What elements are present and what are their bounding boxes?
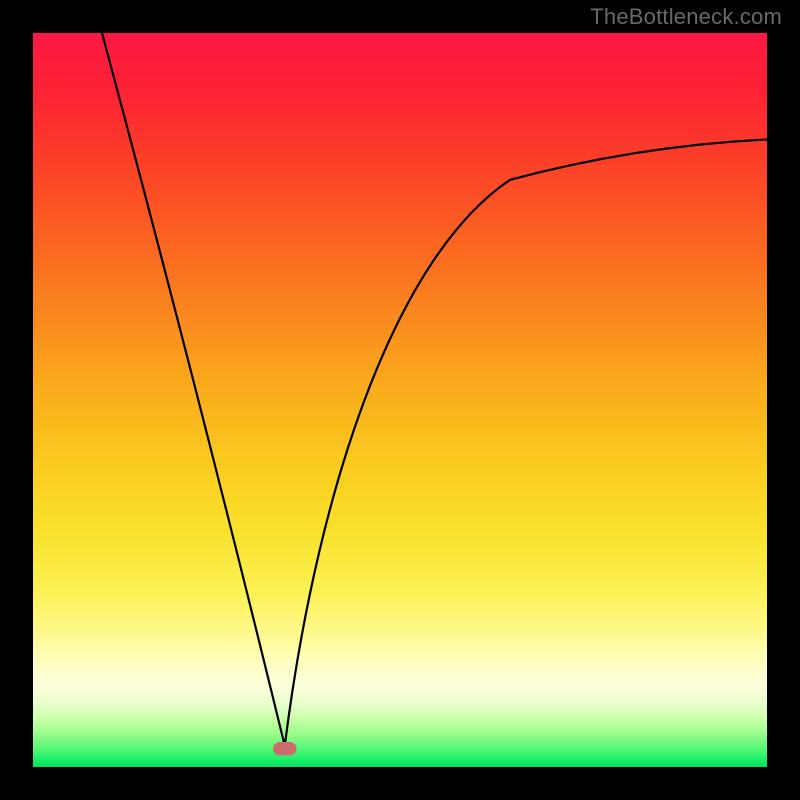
bottleneck-curve-layer: [33, 33, 767, 767]
minimum-marker: [273, 742, 296, 755]
chart-frame: [33, 33, 767, 767]
bottleneck-curve: [102, 33, 767, 746]
watermark-text: TheBottleneck.com: [590, 4, 782, 30]
